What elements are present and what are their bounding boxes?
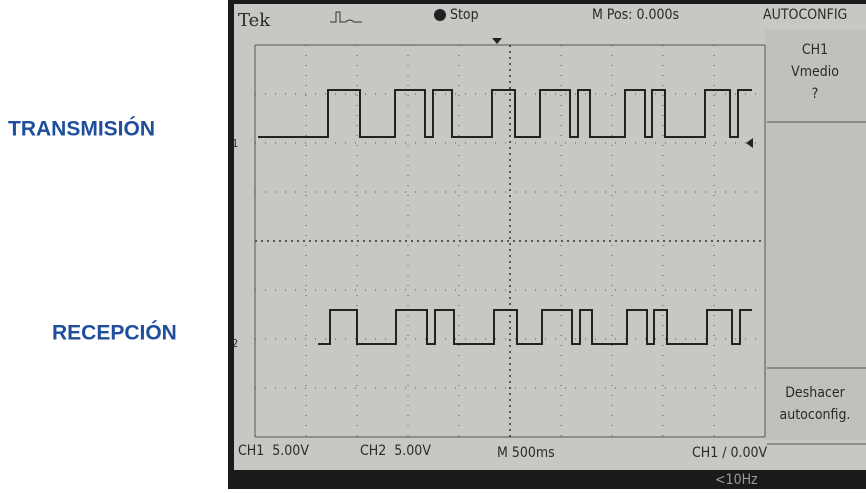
menu-text: ? [812,86,819,102]
channel-marker: 2 [232,337,238,350]
channel-label: TRANSMISIÓN [8,117,155,141]
menu-text: CH1 [802,42,828,58]
acquisition-state: Stop [450,7,479,23]
status: CH1 ∕ 0.00V [692,445,768,461]
brand: Tek [238,10,271,31]
channel-label: RECEPCIÓN [52,321,177,345]
menu-text: Vmedio [791,64,839,80]
channel-marker: 1 [232,137,238,150]
stop-dot [434,9,446,21]
status: M 500ms [497,445,555,461]
menu-text: autoconfig. [780,407,851,423]
menu-text: Deshacer [785,385,845,401]
status: CH2 5.00V [360,443,431,459]
status: CH1 5.00V [238,443,309,459]
figure: TRANSMISIÓN RECEPCIÓN Tek Stop M Pos: 0.… [0,0,866,489]
status: <10Hz [715,472,758,488]
horizontal-position: M Pos: 0.000s [592,7,679,23]
menu-title: AUTOCONFIG [763,7,847,23]
